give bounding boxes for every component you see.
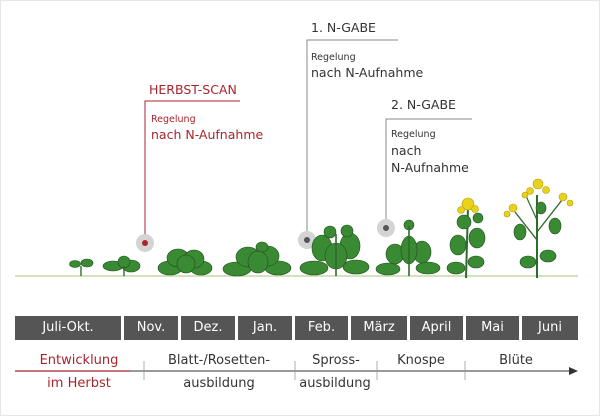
herbst-scan-sub: Regelung [151,114,196,125]
month-feb: Feb. [295,316,348,340]
herbst-scan-leader [144,100,240,243]
phase-herbst-line1: Entwicklung [39,353,119,368]
plant-maerz [375,219,441,276]
month-jan: Jan. [238,316,292,340]
month-maerz: März [351,316,407,340]
month-juni: Juni [522,316,578,340]
plant-rosette-dec [157,248,213,276]
month-dez: Dez. [181,316,235,340]
phase-bluete: Blüte [499,353,533,368]
plant-feb [299,224,370,276]
herbst-scan-main: nach N-Aufnahme [151,127,264,142]
n-gabe-2-marker [377,219,395,237]
phase-herbst-line2: im Herbst [47,376,111,391]
n-gabe-1-sub: Regelung [311,52,356,63]
month-nov: Nov. [124,316,178,340]
month-juli-okt: Juli-Okt. [15,316,121,340]
n-gabe-1-main: nach N-Aufnahme [311,65,424,80]
phase-knospe: Knospe [397,353,445,368]
phase-blatt-line1: Blatt-/Rosetten- [167,353,271,368]
herbst-scan-title: HERBST-SCAN [149,82,237,97]
phase-blatt-line2: ausbildung [183,376,255,391]
month-april: April [410,316,463,340]
n-gabe-1-marker [298,231,316,249]
plant-young-rosette [102,255,141,276]
phase-spross-line1: Spross- [312,353,360,368]
month-mai: Mai [466,316,519,340]
n-gabe-2-main-2: N-Aufnahme [391,160,469,175]
timeline-arrowhead [569,367,578,375]
n-gabe-1-title: 1. N-GABE [311,20,376,35]
plant-april [446,197,486,279]
plant-seedling [69,258,94,276]
herbst-scan-marker [136,234,154,252]
n-gabe-2-title: 2. N-GABE [391,97,456,112]
n-gabe-2-leader [385,118,472,228]
n-gabe-1-leader [306,39,398,240]
plant-rosette-jan [222,241,292,277]
n-gabe-2-main-1: nach [391,143,422,158]
plant-mai-juni [503,178,574,278]
n-gabe-2-sub: Regelung [391,129,436,140]
phase-spross-line2: ausbildung [299,376,371,391]
